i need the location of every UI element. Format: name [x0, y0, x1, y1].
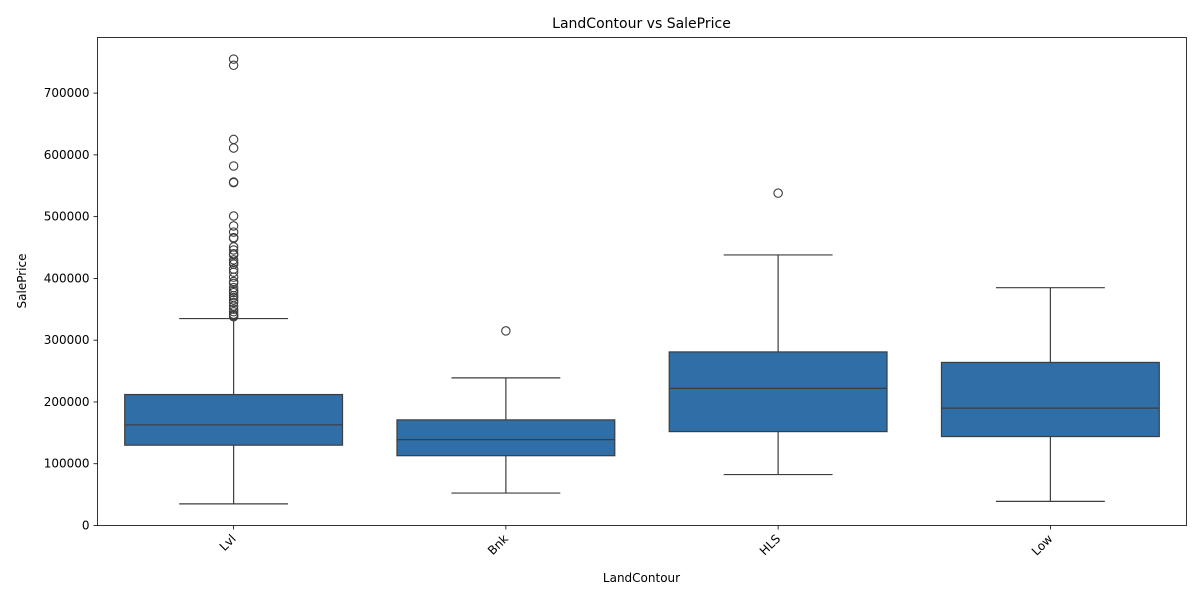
outlier-point — [228, 134, 239, 145]
outlier-point — [228, 161, 239, 171]
box-iqr — [940, 361, 1160, 438]
outlier-point — [228, 177, 239, 188]
outlier-point — [228, 221, 239, 231]
x-tick-label: Lvl — [217, 532, 239, 554]
outlier-point — [228, 245, 239, 255]
y-tick-label: 600000 — [44, 148, 90, 162]
box-iqr — [668, 351, 888, 433]
box-group-bnk — [396, 326, 616, 494]
outlier-point — [228, 250, 239, 260]
outlier-point — [228, 278, 239, 289]
outlier-point — [228, 307, 239, 317]
outlier-point — [228, 304, 239, 315]
outlier-point — [228, 60, 239, 71]
box-group-hls — [668, 188, 888, 476]
y-tick-label: 100000 — [44, 457, 90, 471]
box-iqr — [124, 393, 344, 446]
outlier-point — [773, 188, 783, 198]
plot-frame — [97, 37, 1187, 526]
outlier-point — [228, 287, 239, 298]
outlier-point — [228, 272, 239, 282]
chart-title: LandContour vs SalePrice — [552, 16, 731, 32]
outlier-point — [501, 326, 511, 336]
x-axis-label: LandContour — [603, 571, 680, 585]
outlier-point — [228, 295, 239, 305]
outlier-point — [228, 233, 239, 244]
y-tick-label: 400000 — [44, 271, 90, 285]
outlier-point — [228, 211, 239, 221]
outlier-point — [228, 227, 239, 237]
outlier-point — [228, 143, 239, 153]
x-tick-label: Bnk — [485, 532, 511, 558]
outlier-point — [228, 54, 239, 64]
y-axis: 0 100000 200000 300000 400000 500000 600000 700… — [44, 86, 98, 533]
box-iqr — [396, 419, 616, 457]
outlier-point — [228, 311, 239, 322]
x-axis: Lvl Bnk HLS Low — [217, 525, 1056, 559]
y-tick-label: 0 — [82, 519, 90, 533]
plot-marks — [124, 54, 1160, 505]
y-axis-label: SalePrice — [15, 254, 29, 309]
x-tick-label: HLS — [757, 532, 783, 558]
y-tick-label: 300000 — [44, 333, 90, 347]
y-tick-label: 200000 — [44, 395, 90, 409]
box-group-lvl — [124, 54, 344, 505]
y-tick-label: 700000 — [44, 86, 90, 100]
box-group-low — [940, 287, 1160, 503]
x-tick-label: Low — [1029, 532, 1056, 559]
y-tick-label: 500000 — [44, 210, 90, 224]
outlier-point — [228, 255, 239, 265]
outlier-point — [228, 267, 239, 277]
outlier-point — [228, 297, 239, 308]
